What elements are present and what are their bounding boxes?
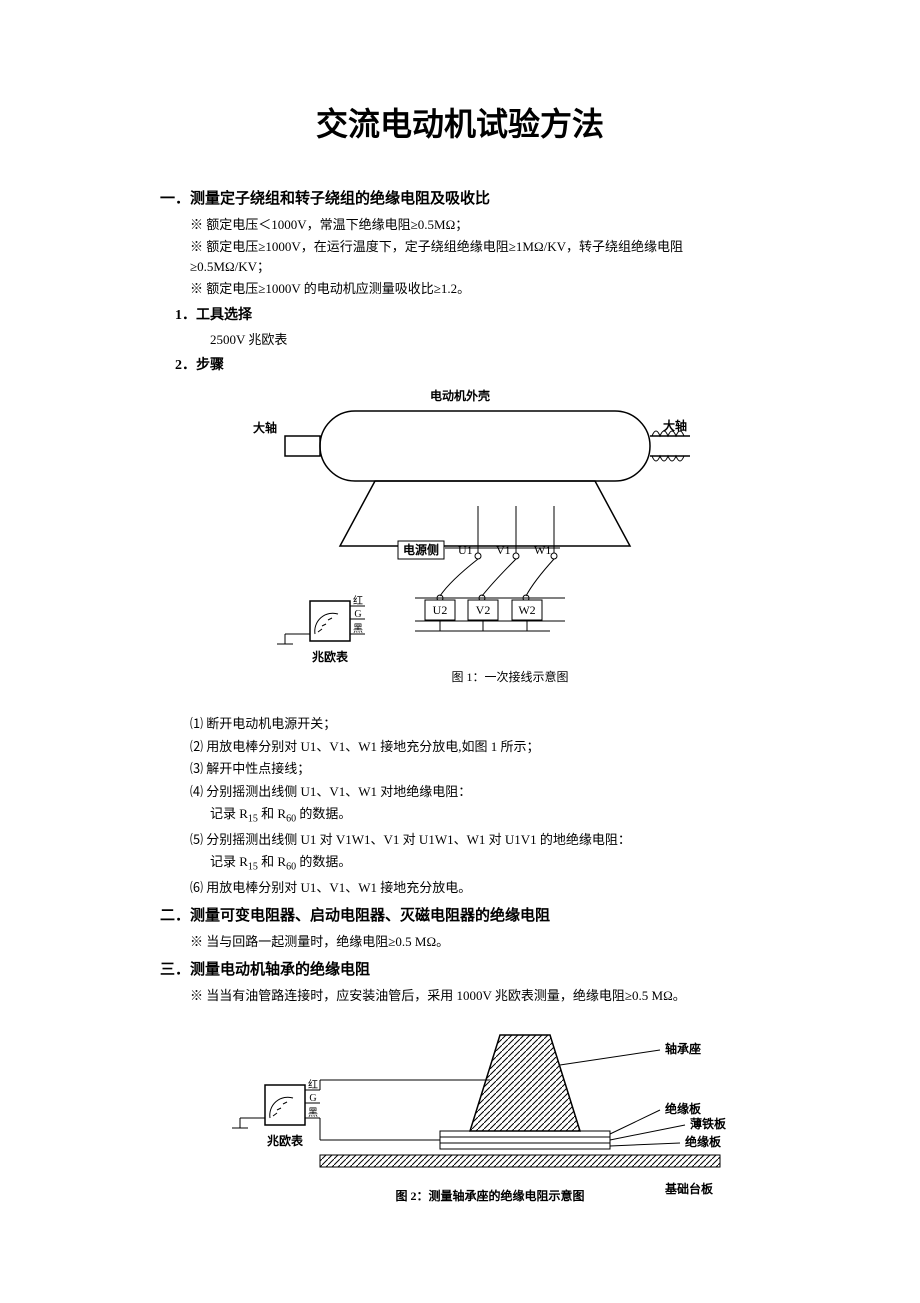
fig2-caption: 图 2：测量轴承座的绝缘电阻示意图 [395, 1188, 584, 1203]
fig2-base-plate [320, 1155, 720, 1167]
step-1: ⑴ 断开电动机电源开关； [190, 714, 760, 734]
fig2-leader-insul2 [610, 1143, 680, 1146]
step-3: ⑶ 解开中性点接线； [190, 759, 760, 779]
fig1-red-label: 红 [353, 594, 363, 607]
fig1-jumper-v [482, 559, 516, 596]
fig2-megger-label: 兆欧表 [267, 1133, 304, 1148]
fig1-housing-label: 电动机外壳 [430, 388, 490, 403]
fig2-bearing-label: 轴承座 [665, 1041, 701, 1056]
fig1-jumper-w [526, 559, 554, 596]
figure-1: 电动机外壳 大轴 大轴 电源侧 U1 V1 W1 U2 V2 W2 [220, 386, 700, 704]
fig2-bearing-seat [470, 1035, 580, 1131]
sub-2-heading: 2．步骤 [175, 355, 760, 376]
fig1-megger-dial [315, 613, 338, 634]
figure-2: 兆欧表 红 G 黑 轴承座 绝缘板 薄铁板 绝缘板 基础台板 图 2：测量轴承座… [190, 1015, 750, 1233]
fig2-insul2-label: 绝缘板 [685, 1134, 722, 1149]
fig2-leader-bearing [560, 1050, 660, 1065]
fig2-leader-insul1 [610, 1110, 660, 1134]
step-5-sub: 记录 R15 和 R60 的数据。 [210, 852, 760, 875]
fig1-v1-label: V1 [496, 543, 511, 557]
step-2: ⑵ 用放电棒分别对 U1、V1、W1 接地充分放电,如图 1 所示； [190, 737, 760, 757]
fig2-base-label: 基础台板 [664, 1181, 714, 1196]
fig1-w1-terminal [551, 553, 557, 559]
document-title: 交流电动机试验方法 [160, 100, 760, 148]
section-2-heading: 二．测量可变电阻器、启动电阻器、灭磁电阻器的绝缘电阻 [160, 905, 760, 928]
fig1-w1-label: W1 [534, 543, 551, 557]
fig2-insul-top [440, 1131, 610, 1137]
fig1-megger-label: 兆欧表 [312, 649, 349, 664]
fig1-motor-body [320, 411, 650, 481]
fig2-megger-dial [270, 1097, 293, 1118]
fig2-insul1-label: 绝缘板 [665, 1101, 702, 1116]
section-3-note: ※ 当当有油管路连接时，应安装油管后，采用 1000V 兆欧表测量，绝缘电阻≥0… [190, 986, 760, 1006]
fig1-jumper-u [440, 559, 478, 596]
fig1-caption: 图 1：一次接线示意图 [451, 669, 568, 684]
fig1-v1-terminal [513, 553, 519, 559]
fig1-terminal-box [340, 481, 630, 546]
step-4-sub: 记录 R15 和 R60 的数据。 [210, 804, 760, 827]
section-1-heading: 一．测量定子绕组和转子绕组的绝缘电阻及吸收比 [160, 188, 760, 211]
step-6: ⑹ 用放电棒分别对 U1、V1、W1 接地充分放电。 [190, 878, 760, 898]
fig2-megger-box [265, 1085, 305, 1125]
fig2-insul-bottom [440, 1143, 610, 1149]
fig1-u2-label: U2 [433, 603, 448, 617]
fig2-thin-iron [440, 1137, 610, 1143]
fig1-megger-box [310, 601, 350, 641]
step-5: ⑸ 分别摇测出线侧 U1 对 V1W1、V1 对 U1W1、W1 对 U1V1 … [190, 830, 760, 850]
section-1-note-1: ※ 额定电压＜1000V，常温下绝缘电阻≥0.5MΩ； [190, 215, 760, 235]
fig1-black-label: 黑 [353, 623, 363, 635]
fig2-black-label: 黑 [308, 1107, 318, 1119]
fig1-u1-terminal [475, 553, 481, 559]
fig1-shaft-right-label: 大轴 [663, 418, 687, 433]
section-2-note: ※ 当与回路一起测量时，绝缘电阻≥0.5 MΩ。 [190, 932, 760, 952]
fig1-u1-label: U1 [458, 543, 473, 557]
fig1-shaft-left-label: 大轴 [253, 420, 277, 435]
step-4: ⑷ 分别摇测出线侧 U1、V1、W1 对地绝缘电阻： [190, 782, 760, 802]
fig1-g-label: G [354, 609, 361, 620]
section-3-heading: 三．测量电动机轴承的绝缘电阻 [160, 959, 760, 982]
fig1-right-shaft [650, 431, 690, 461]
section-1-note-2: ※ 额定电压≥1000V，在运行温度下，定子绕组绝缘电阻≥1MΩ/KV，转子绕组… [190, 237, 760, 276]
sub-1-content: 2500V 兆欧表 [210, 330, 760, 350]
sub-1-heading: 1．工具选择 [175, 305, 760, 326]
fig1-w2-label: W2 [518, 603, 535, 617]
fig1-left-shaft [285, 436, 320, 456]
section-1-note-3: ※ 额定电压≥1000V 的电动机应测量吸收比≥1.2。 [190, 279, 760, 299]
fig2-red-label: 红 [308, 1078, 318, 1091]
fig2-thin-label: 薄铁板 [690, 1116, 727, 1131]
fig2-leader-thin [610, 1125, 685, 1140]
fig1-power-label: 电源侧 [403, 542, 439, 557]
fig1-v2-label: V2 [476, 603, 491, 617]
fig2-g-label: G [309, 1093, 316, 1104]
